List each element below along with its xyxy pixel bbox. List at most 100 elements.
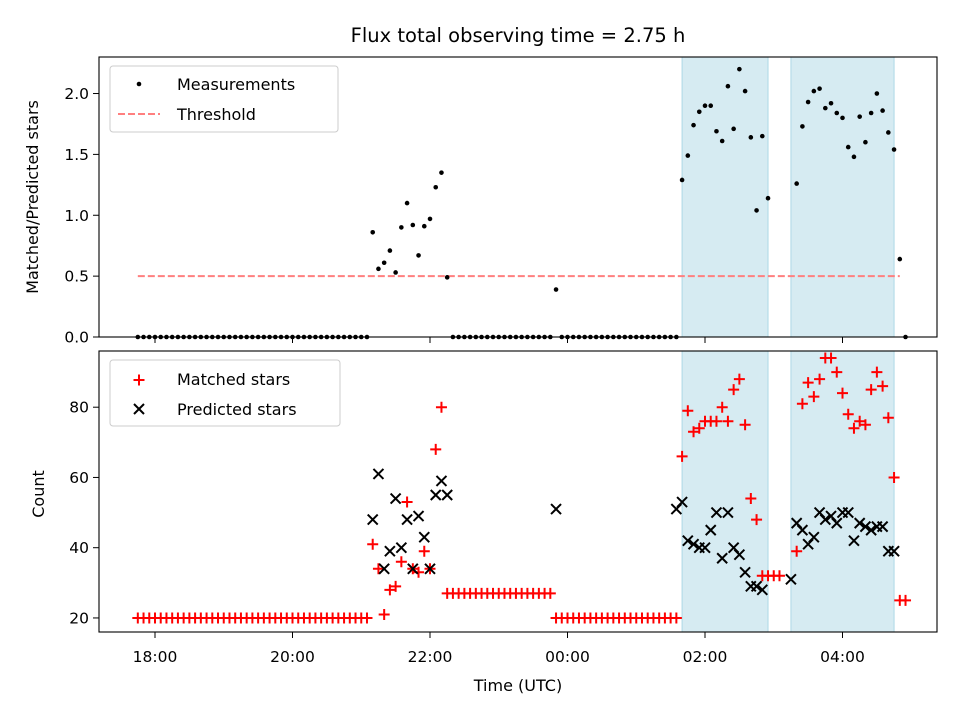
predicted-star-point [372,468,385,480]
predicted-star-point [682,534,694,547]
measurement-point [679,177,685,183]
measurement-point [811,88,817,94]
measurement-point [794,181,799,186]
matched-star-point [430,443,442,455]
measurement-point [863,139,868,145]
matched-star-point [395,556,407,568]
measurement-point [416,253,421,258]
matched-star-point [367,538,379,550]
matched-star-point [739,419,751,431]
predicted-star-point [876,520,889,533]
matched-star-point [401,496,413,508]
x-tick-label: 00:00 [545,648,590,666]
x-axis-label: Time (UTC) [473,676,562,695]
matched-star-point [882,412,894,424]
predicted-legend-marker [133,403,145,415]
measurement-point [708,103,714,108]
matched-star-point [693,422,705,434]
matched-star-point [802,377,814,389]
measurement-point [553,287,559,292]
predicted-star-point [739,566,751,578]
chart-title: Flux total observing time = 2.75 h [351,24,686,47]
predicted-star-point [367,513,379,526]
predicted-star-point [865,524,877,536]
predicted-star-point [441,489,453,501]
predicted-star-point [785,573,797,586]
measurement-point [376,266,381,272]
measurement-point [823,105,828,111]
predicted-star-point [418,531,430,543]
predicted-star-point [716,552,728,564]
matched-star-point [418,545,430,557]
x-tick-label: 20:00 [270,648,315,666]
measurements-legend-marker [136,81,142,87]
matched-star-point [842,408,854,420]
predicted-star-point [424,563,436,575]
measurement-point [759,133,765,139]
measurement-point [834,110,840,116]
measurement-point [828,100,834,106]
matched-star-point [854,415,866,427]
y-tick-label: 40 [69,539,89,557]
measurement-point [800,124,805,129]
matched-star-point [888,471,900,483]
y-tick-label: 2.0 [64,85,89,103]
matched-star-point [865,384,877,396]
measurement-point [731,126,736,132]
measurement-point [737,66,742,72]
matched-star-point [733,373,745,385]
predicted-legend-label: Predicted stars [177,400,297,419]
predicted-star-point [859,520,872,533]
measurement-point [427,216,433,222]
x-tick-label: 02:00 [683,648,728,666]
matched-star-point [848,422,860,434]
predicted-star-point [756,584,768,596]
matched-star-point [716,401,728,413]
predicted-star-point [796,524,809,536]
ratio-panel-frame [98,56,938,338]
ratio-legend-box [109,65,339,133]
predicted-star-point [412,510,425,522]
y-tick-label: 0.5 [64,268,89,286]
matched-star-point [378,608,390,620]
measurement-point [725,83,731,89]
predicted-star-point [699,541,711,554]
measurement-point [891,147,897,152]
ratio-legend: Measurements Threshold [109,65,339,133]
y-tick-label: 60 [69,469,89,487]
predicted-star-point [407,563,419,575]
y-tick-label: 0.0 [64,329,89,347]
matched-star-point [384,584,396,596]
predicted-star-point [750,580,763,593]
predicted-star-point [710,506,723,519]
observing-window-shade [681,56,769,338]
predicted-star-point [676,496,688,508]
matched-star-point [722,415,734,427]
predicted-star-point [430,489,442,501]
measurement-point [874,91,880,96]
matched-star-point [859,419,871,431]
ratio-y-axis-label: Matched/Predicted stars [23,100,42,294]
predicted-star-point [722,506,734,519]
measurement-point [805,99,811,105]
matched-star-point [773,570,785,582]
measurement-point [696,109,702,115]
matched-star-point [745,493,757,505]
matched-star-point [825,352,837,364]
measurement-point [439,170,444,175]
matched-star-point [710,415,722,427]
predicted-star-point [888,545,900,557]
predicted-star-point [848,534,860,547]
measurement-point [399,225,404,230]
measurement-point [433,184,439,190]
predicted-star-point [705,524,717,536]
count-legend-box [109,359,341,427]
measurement-point [886,130,891,135]
predicted-star-point [808,531,820,543]
matched-star-point [791,545,803,557]
measurement-point [381,260,387,266]
measurement-point [404,200,410,206]
measurement-point [748,135,754,140]
predicted-star-point [687,538,700,550]
